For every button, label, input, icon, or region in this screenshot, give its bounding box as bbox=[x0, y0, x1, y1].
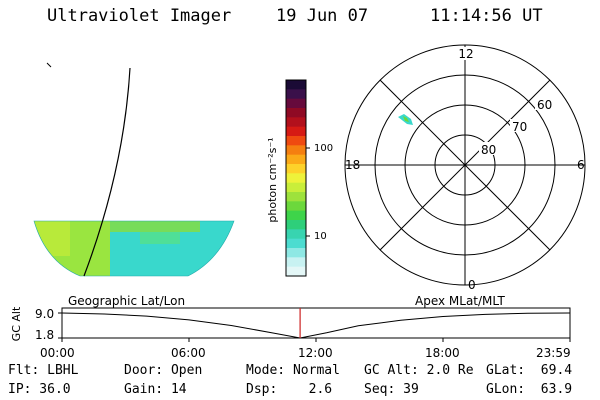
info-dsp: Dsp: 2.6 bbox=[246, 382, 333, 397]
info-gc-alt: GC Alt: 2.0 Re bbox=[364, 363, 474, 378]
timeline-ytick-bottom: 1.8 bbox=[35, 328, 54, 342]
auroral-image-upper-band bbox=[110, 221, 200, 232]
polar-diagonal-2 bbox=[379, 79, 551, 251]
polar-label-bg-top bbox=[456, 47, 476, 60]
colorbar-swatch bbox=[286, 182, 306, 193]
colorbar-swatch bbox=[286, 164, 306, 174]
colorbar-swatch bbox=[286, 117, 306, 128]
colorbar-swatch bbox=[286, 108, 306, 118]
auroral-image-patch bbox=[140, 232, 180, 244]
geographic-image-panel bbox=[33, 62, 235, 277]
timeline-xtick-label: 06:00 bbox=[171, 346, 206, 360]
colorbar-swatch bbox=[286, 266, 306, 277]
geographic-map-label: Geographic Lat/Lon bbox=[68, 294, 185, 308]
timeline-xtick-label: 23:59 bbox=[536, 346, 571, 360]
altitude-timeline-chart: GC Alt 9.0 1.8 00:00 06:00 12:00 18:00 23:59 bbox=[10, 306, 571, 360]
colorbar-tick-10: 10 bbox=[314, 231, 327, 242]
info-mode: Mode: Normal bbox=[246, 363, 340, 378]
colorbar-swatch bbox=[286, 136, 306, 146]
altitude-series-line bbox=[61, 312, 570, 339]
colorbar-swatch bbox=[286, 126, 306, 137]
colorbar-tick-100: 100 bbox=[314, 143, 333, 154]
colorbar-swatch bbox=[286, 80, 306, 90]
colorbar bbox=[285, 79, 310, 277]
map-tick-mark bbox=[46, 62, 52, 68]
info-glon: GLon: 63.9 bbox=[486, 382, 573, 397]
timeline-xtick-label: 00:00 bbox=[40, 346, 75, 360]
colorbar-swatch bbox=[286, 98, 306, 109]
mlt-label-18: 18 bbox=[345, 158, 360, 172]
colorbar-swatch bbox=[286, 210, 306, 221]
map-boundary-curve bbox=[83, 67, 131, 277]
colorbar-swatch bbox=[286, 229, 306, 240]
lat-label-bg-70 bbox=[510, 119, 530, 132]
timeline-xtick-label: 18:00 bbox=[425, 346, 460, 360]
image-footprint-outline bbox=[33, 220, 235, 277]
colorbar-swatch bbox=[286, 220, 306, 230]
colorbar-frame bbox=[285, 79, 307, 277]
date-label: 19 Jun 07 bbox=[276, 6, 369, 26]
lat-label-bg-60 bbox=[535, 97, 555, 110]
colorbar-swatch bbox=[286, 154, 306, 165]
timeline-frame bbox=[61, 307, 571, 339]
colorbar-swatch bbox=[286, 89, 306, 100]
timeline-ytick-top: 9.0 bbox=[35, 307, 54, 321]
colorbar-swatch bbox=[286, 173, 306, 184]
auroral-image-yellowgreen-region bbox=[34, 221, 70, 256]
mlt-label-12: 12 bbox=[458, 47, 473, 61]
colorbar-swatch bbox=[286, 192, 306, 202]
colorbar-swatch bbox=[286, 201, 306, 212]
mlt-label-6: 6 bbox=[577, 158, 585, 172]
timeline-ylabel: GC Alt bbox=[10, 306, 23, 341]
timeline-xtick-label: 12:00 bbox=[298, 346, 333, 360]
time-label: 11:14:56 UT bbox=[430, 6, 543, 26]
polar-aurora-core bbox=[403, 116, 409, 122]
colorbar-swatch bbox=[286, 257, 306, 268]
info-glat: GLat: 69.4 bbox=[486, 363, 573, 378]
colorbar-label: photon cm⁻²s⁻¹ bbox=[266, 137, 279, 222]
lat-label-70: 70 bbox=[512, 120, 527, 134]
info-door: Door: Open bbox=[124, 363, 203, 378]
lat-label-60: 60 bbox=[537, 98, 552, 112]
lat-label-bg-80 bbox=[479, 142, 499, 155]
apex-map-label: Apex MLat/MLT bbox=[415, 294, 505, 308]
info-filter: Flt: LBHL bbox=[8, 363, 79, 378]
info-gain: Gain: 14 bbox=[124, 382, 187, 397]
mlt-label-0: 0 bbox=[468, 278, 476, 292]
lat-label-80: 80 bbox=[481, 143, 496, 157]
colorbar-swatch bbox=[286, 238, 306, 249]
info-ip: IP: 36.0 bbox=[8, 382, 71, 397]
instrument-title: Ultraviolet Imager bbox=[47, 6, 232, 26]
polar-dial bbox=[344, 44, 586, 286]
colorbar-swatch bbox=[286, 145, 306, 156]
info-seq: Seq: 39 bbox=[364, 382, 419, 397]
colorbar-swatch bbox=[286, 248, 306, 258]
